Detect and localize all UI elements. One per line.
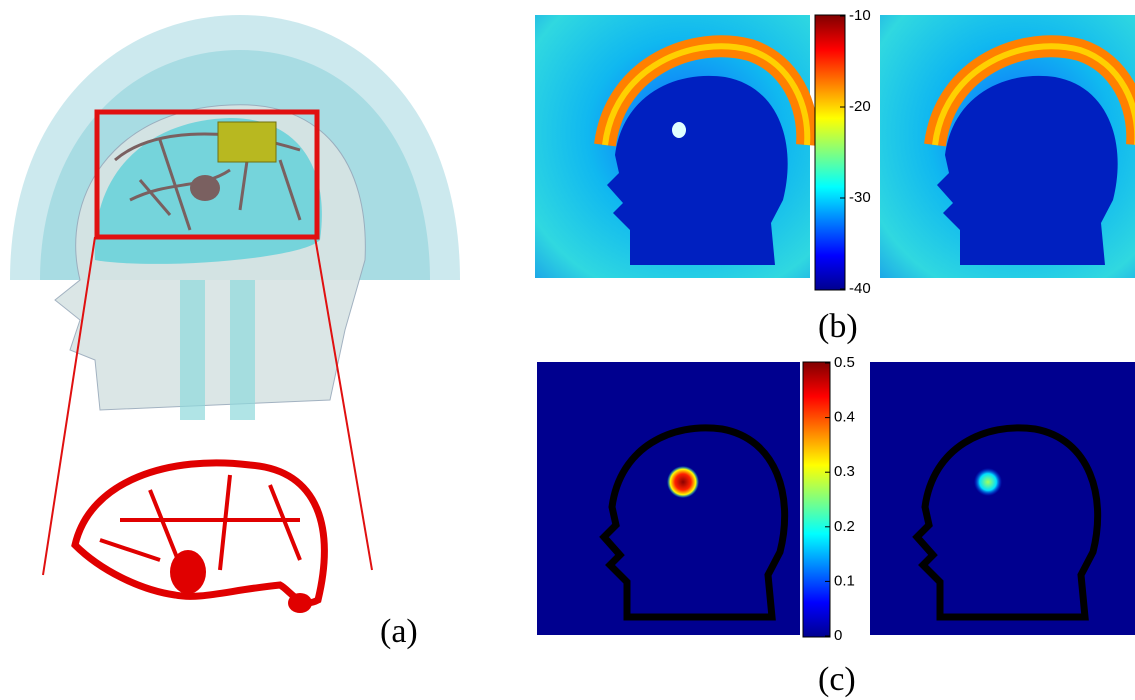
colorbar-tick-label: 0.2 — [834, 518, 855, 535]
colorbar-tick-label: 0.5 — [834, 354, 855, 371]
vessel-tree — [71, 459, 328, 613]
panel-label: (c) — [818, 661, 856, 698]
zoom-line — [42, 236, 96, 576]
panel-label: (a) — [380, 613, 418, 650]
colorbar-tick-label: 0.3 — [834, 463, 855, 480]
colorbar — [802, 361, 831, 638]
sar-map — [870, 362, 1135, 635]
head-model: (a) — [10, 15, 460, 650]
antenna — [217, 121, 277, 163]
colorbar-tick-label: -40 — [849, 280, 871, 297]
colorbar-tick-label: 0.4 — [834, 409, 855, 426]
colorbar-tick-label: -10 — [849, 7, 871, 24]
vessel-node — [190, 175, 220, 201]
colorbar-tick-label: -30 — [849, 189, 871, 206]
field-map — [535, 15, 810, 278]
zoom-box — [94, 109, 320, 240]
neck-column — [180, 280, 205, 420]
neck-column — [230, 280, 255, 420]
vessels — [114, 132, 302, 231]
colorbar — [814, 14, 846, 291]
panel-label: (b) — [818, 308, 858, 345]
zoom-line — [314, 236, 373, 571]
colorbar-tick-label: 0 — [834, 627, 842, 644]
sar-map — [537, 362, 800, 635]
colorbar-tick-label: -20 — [849, 98, 871, 115]
colorbar-tick-label: 0.1 — [834, 572, 855, 589]
field-map — [880, 15, 1135, 278]
